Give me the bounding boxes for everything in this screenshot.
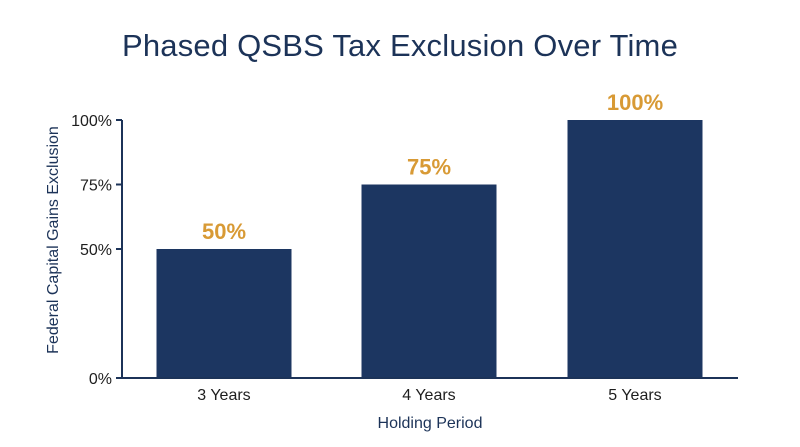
y-tick-label: 75% — [80, 178, 112, 195]
bar-4-years — [361, 184, 497, 378]
chart-title: Phased QSBS Tax Exclusion Over Time — [121, 28, 679, 63]
data-label-3-years: 50% — [202, 219, 246, 244]
y-tick-label: 0% — [89, 371, 112, 388]
x-tick-label: 3 Years — [197, 387, 250, 404]
data-labels-layer: 50% 75% 100% — [202, 90, 663, 244]
bar-3-years — [156, 249, 292, 378]
y-axis-title: Federal Capital Gains Exclusion — [45, 126, 62, 354]
x-axis-title: Holding Period — [378, 415, 483, 432]
x-tick-label: 5 Years — [608, 387, 661, 404]
y-tick-label: 50% — [80, 242, 112, 259]
data-label-4-years: 75% — [407, 155, 451, 180]
x-tick-label: 4 Years — [402, 387, 455, 404]
y-tick-label: 100% — [71, 113, 112, 130]
x-axis-ticks: 3 Years 4 Years 5 Years — [197, 387, 661, 404]
y-axis-ticks: 0% 50% 75% 100% — [71, 113, 122, 388]
data-label-5-years: 100% — [607, 90, 663, 115]
bars-layer — [156, 120, 703, 378]
bar-5-years — [567, 120, 703, 378]
